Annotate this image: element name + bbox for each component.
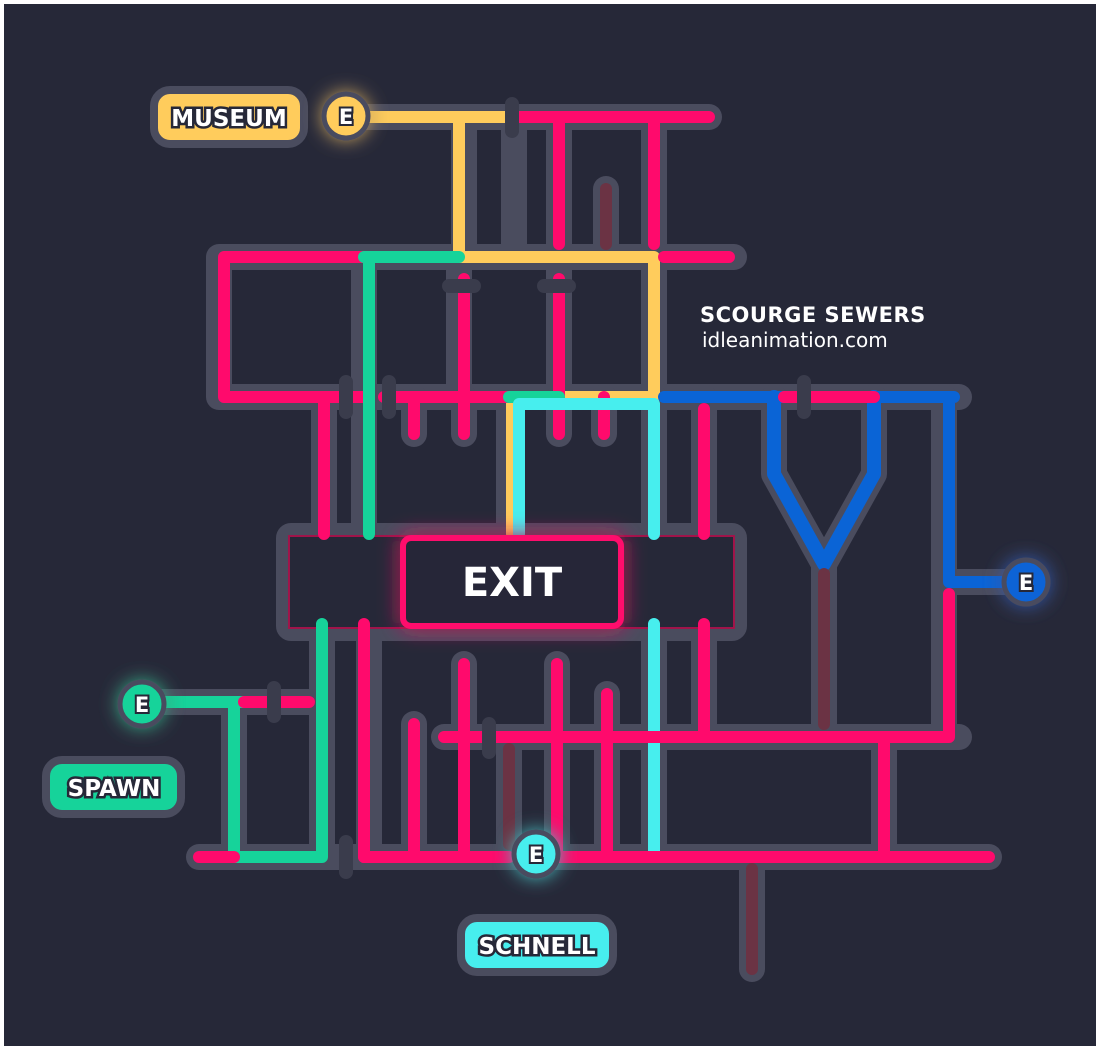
entrance-museum[interactable] — [321, 91, 371, 141]
spawn-label-badge[interactable]: SPAWN — [42, 756, 185, 818]
pipe-dead-end-2 — [503, 568, 830, 975]
valve-markers — [267, 97, 811, 879]
pipe-blue — [658, 391, 1030, 588]
museum-label: MUSEUM — [171, 106, 286, 132]
exit-box — [400, 535, 624, 629]
pipe-yellow — [338, 111, 660, 540]
pipe-green — [136, 251, 565, 863]
schnell-label-badge[interactable]: SCHNELL — [457, 914, 617, 976]
entrance-schnell[interactable] — [511, 829, 561, 879]
exit-label: EXIT — [462, 560, 563, 606]
pipe-pink-top — [506, 111, 715, 250]
entrance-east-label: E — [1019, 571, 1033, 595]
entrance-spawn-label: E — [135, 693, 149, 717]
schnell-label: SCHNELL — [479, 934, 596, 960]
entrance-spawn[interactable] — [117, 679, 167, 729]
spawn-label: SPAWN — [68, 776, 161, 802]
pipe-routes — [136, 111, 1030, 975]
museum-label-badge[interactable]: MUSEUM — [150, 86, 308, 148]
entrance-museum-label: E — [339, 105, 353, 129]
entrance-east[interactable] — [1001, 557, 1051, 607]
pipe-pink-east — [358, 391, 995, 863]
sewer-map: EXIT MUSEUM SPAWN SCHNELL E E E E — [4, 4, 1096, 1046]
entrance-schnell-label: E — [529, 843, 543, 867]
pipe-pink-mid — [218, 251, 735, 863]
pipe-blue-funnel — [767, 390, 881, 571]
